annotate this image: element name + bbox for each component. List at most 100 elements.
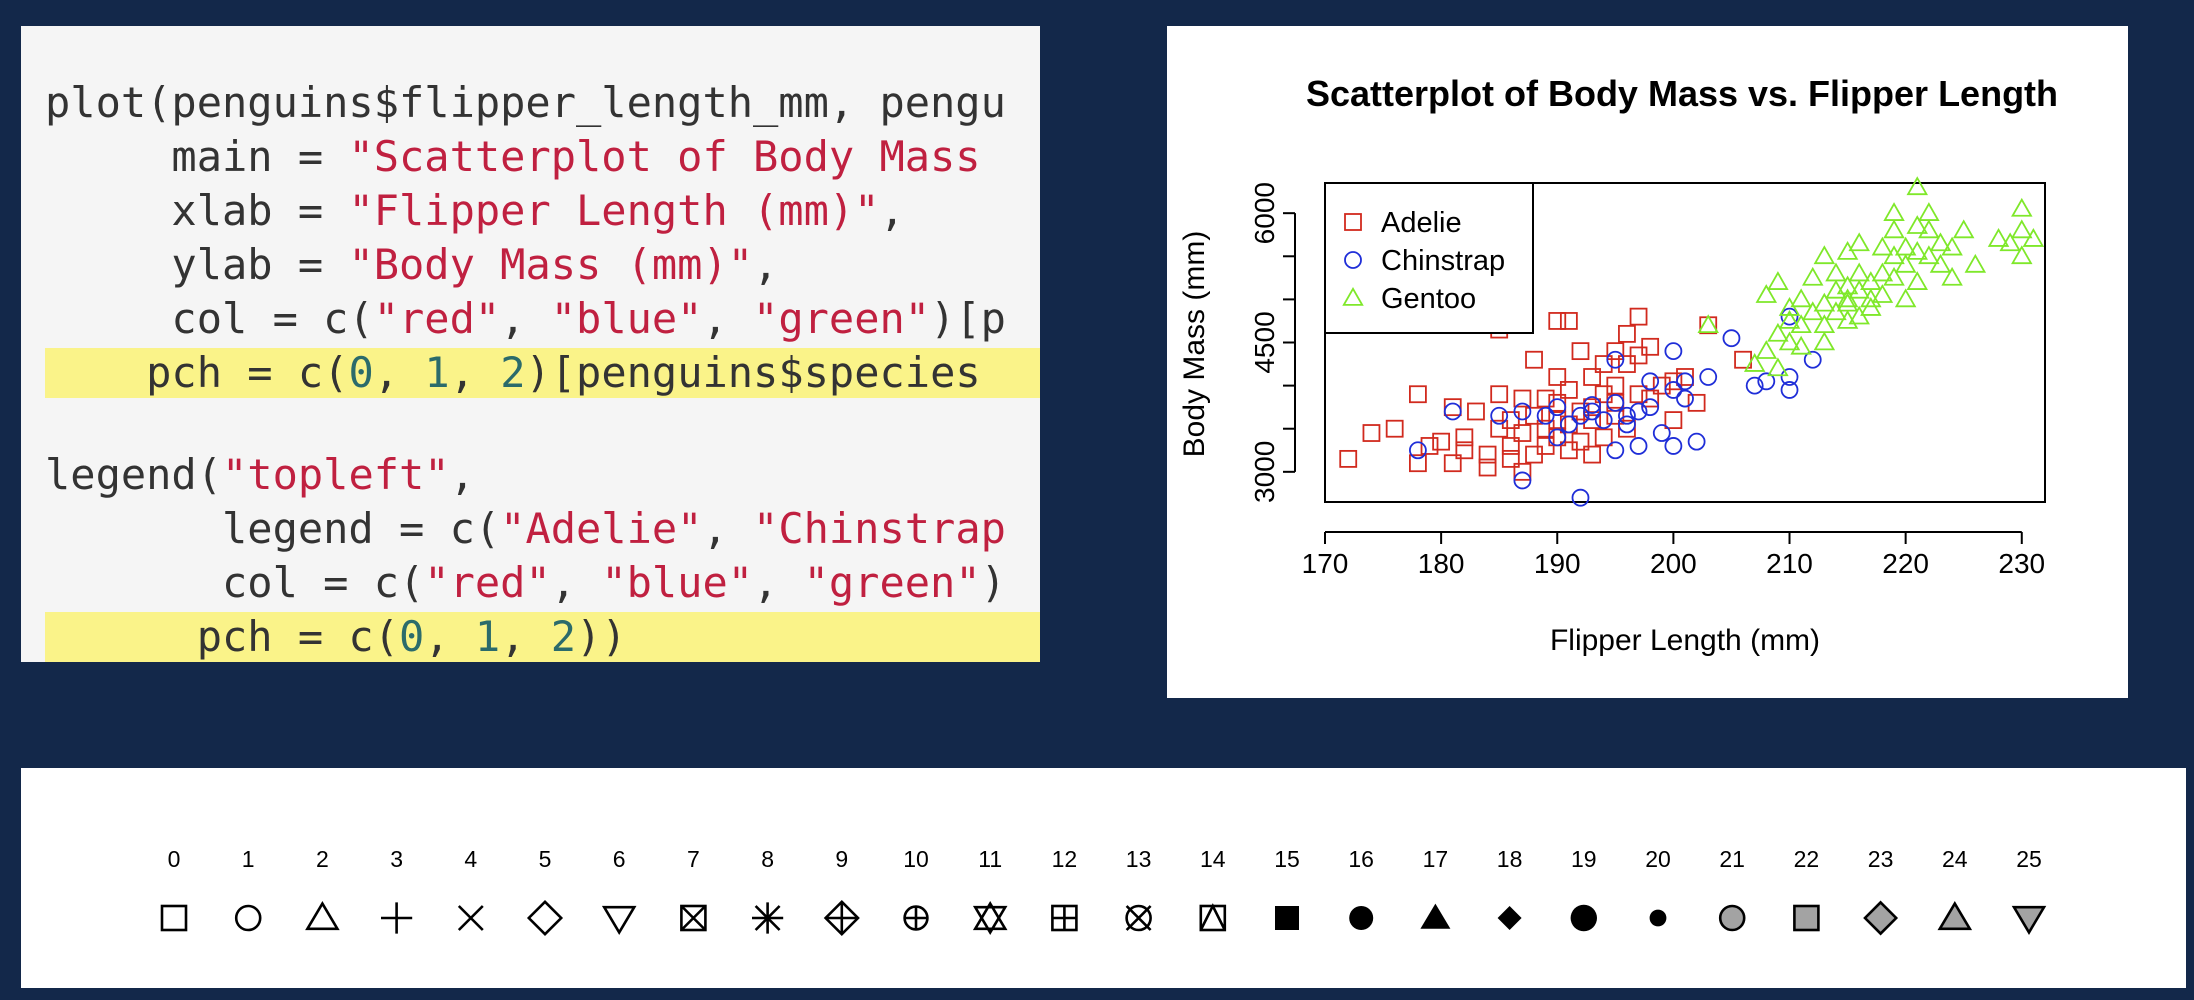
pch-label: 1 bbox=[242, 846, 255, 872]
pch-symbol-18: 18 bbox=[1497, 846, 1522, 930]
pch-cross bbox=[1125, 905, 1152, 931]
pch-label: 7 bbox=[687, 846, 700, 872]
square-point bbox=[1559, 381, 1578, 399]
code-string: "red" bbox=[373, 294, 501, 343]
code-string: "Body Mass (mm)" bbox=[348, 240, 754, 289]
square-point bbox=[1513, 389, 1532, 408]
pch-square bbox=[1199, 904, 1227, 932]
pch-label: 22 bbox=[1794, 846, 1820, 872]
circle-point bbox=[1571, 406, 1590, 425]
pch-circle bbox=[234, 904, 262, 932]
circle-point bbox=[1536, 406, 1555, 425]
pch-symbol-21: 21 bbox=[1718, 846, 1746, 932]
code-text: xlab = bbox=[45, 186, 349, 235]
circle-point bbox=[1687, 432, 1706, 451]
code-number: 2 bbox=[550, 612, 577, 661]
code-text: , bbox=[424, 612, 475, 661]
pch-symbol-12: 12 bbox=[1051, 846, 1078, 932]
circle-point bbox=[1676, 389, 1694, 408]
code-line: legend("topleft", bbox=[45, 450, 475, 500]
square-point bbox=[1676, 368, 1694, 386]
code-line-highlighted: pch = c(0, 1, 2)[penguins$species bbox=[45, 348, 1040, 398]
code-number: 0 bbox=[348, 348, 374, 397]
x-tick-label: 190 bbox=[1534, 548, 1581, 579]
pch-label: 19 bbox=[1571, 846, 1597, 872]
triangle-point bbox=[1906, 271, 1929, 290]
triangle-point bbox=[1871, 284, 1894, 303]
square-point bbox=[1629, 307, 1648, 326]
square-point bbox=[1432, 432, 1451, 451]
legend-entry: Adelie bbox=[1381, 207, 1462, 239]
pch-symbol-1: 1 bbox=[234, 846, 262, 932]
circle-point bbox=[1641, 398, 1660, 417]
pch-filled-circle bbox=[1349, 906, 1374, 930]
code-line: ylab = "Body Mass (mm)", bbox=[45, 240, 778, 290]
pch-plus bbox=[904, 906, 928, 930]
pch-label: 21 bbox=[1719, 846, 1745, 872]
square-point bbox=[1525, 350, 1543, 369]
code-text: legend( bbox=[45, 450, 223, 499]
code-text: , bbox=[449, 450, 475, 499]
code-text: main = bbox=[45, 132, 349, 181]
circle-point bbox=[1583, 396, 1601, 414]
y-tick-label: 6000 bbox=[1249, 182, 1280, 244]
x-tick-label: 180 bbox=[1418, 548, 1465, 579]
y-tick-label: 3000 bbox=[1249, 441, 1280, 503]
pch-symbol-2: 2 bbox=[305, 846, 340, 931]
square-point bbox=[1467, 402, 1485, 421]
square-point bbox=[1606, 342, 1625, 361]
circle-point bbox=[1606, 350, 1625, 369]
square-point bbox=[1501, 411, 1520, 429]
triangle-point bbox=[1825, 262, 1847, 282]
code-text: , bbox=[702, 504, 754, 553]
triangle-point bbox=[1790, 314, 1812, 334]
pch-filled-diamond bbox=[1497, 906, 1522, 930]
triangle-point bbox=[1929, 253, 1952, 273]
pch-symbol-5: 5 bbox=[526, 846, 564, 937]
code-text: col = c( bbox=[45, 558, 425, 607]
code-text: )) bbox=[576, 612, 627, 661]
square-point bbox=[1536, 389, 1555, 408]
triangle-point bbox=[1813, 314, 1836, 334]
code-text: )[p bbox=[930, 294, 1006, 343]
code-text: ylab = bbox=[45, 240, 349, 289]
pch-label: 11 bbox=[978, 846, 1002, 872]
code-text: , bbox=[753, 558, 804, 607]
code-string: "green" bbox=[803, 558, 981, 607]
pch-symbols: 0 1 2 3 4 5 6 7 8 9 10 11 12 13 14 15 16 17 18 19 20 21 22 23 24… bbox=[160, 846, 2047, 937]
pch-plus bbox=[381, 902, 413, 934]
pch-label: 9 bbox=[835, 846, 848, 872]
code-text: )[penguins$species bbox=[525, 348, 981, 397]
pch-square bbox=[160, 904, 188, 932]
triangle-point bbox=[1697, 314, 1719, 334]
triangle-point bbox=[1918, 245, 1940, 265]
pch-plus bbox=[1052, 906, 1077, 930]
code-text: , bbox=[550, 558, 602, 607]
circle-point bbox=[1344, 251, 1362, 269]
pch-label: 14 bbox=[1200, 846, 1226, 872]
square-point bbox=[1420, 437, 1439, 455]
pch-label: 16 bbox=[1348, 846, 1374, 872]
code-text: ) bbox=[980, 558, 1006, 607]
code-text: , bbox=[500, 294, 551, 343]
circle-point bbox=[1606, 441, 1625, 460]
code-string: "blue" bbox=[550, 294, 703, 343]
code-number: 0 bbox=[399, 612, 425, 661]
square-point bbox=[1525, 406, 1543, 425]
x-tick-label: 220 bbox=[1882, 548, 1929, 579]
y-axis-label: Body Mass (mm) bbox=[1178, 231, 1211, 458]
square-point bbox=[1618, 324, 1636, 343]
code-string: "green" bbox=[753, 294, 931, 343]
pch-symbol-17: 17 bbox=[1420, 846, 1451, 929]
pch-symbol-6: 6 bbox=[601, 846, 637, 935]
triangle-point bbox=[1836, 292, 1859, 312]
triangle-point bbox=[1755, 340, 1778, 359]
circle-point bbox=[1780, 368, 1799, 386]
triangle-point bbox=[1790, 335, 1812, 355]
pch-label: 8 bbox=[761, 846, 774, 872]
square-point bbox=[1606, 406, 1625, 425]
pch-symbol-14: 14 bbox=[1199, 846, 1227, 932]
square-point bbox=[1641, 389, 1660, 408]
code-text: , bbox=[702, 294, 754, 343]
pch-inner-triangle bbox=[1199, 903, 1226, 931]
